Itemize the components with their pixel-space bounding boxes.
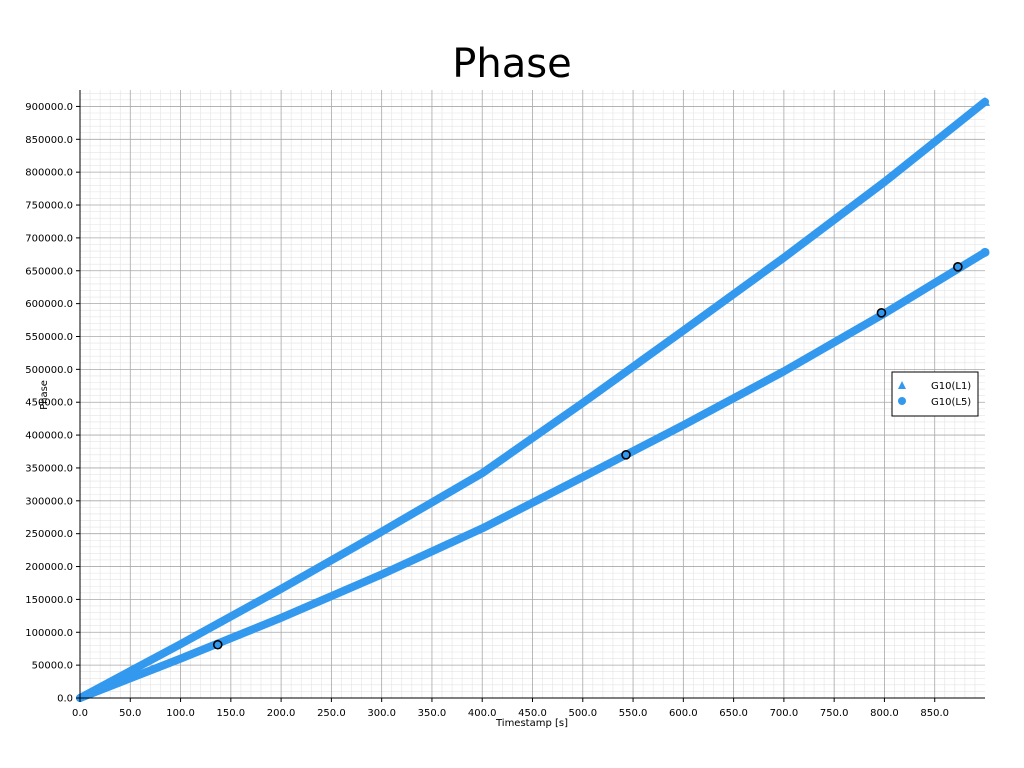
- x-tick-label: 750.0: [820, 708, 849, 719]
- series-2-line: [76, 248, 989, 702]
- y-tick-label: 900000.0: [25, 102, 73, 113]
- x-tick-label: 550.0: [619, 708, 648, 719]
- x-tick-label: 700.0: [770, 708, 799, 719]
- series-1-point: [980, 96, 990, 106]
- y-tick-label: 250000.0: [25, 529, 73, 540]
- y-tick-label: 600000.0: [25, 299, 73, 310]
- y-tick-label: 700000.0: [25, 233, 73, 244]
- y-tick-label: 500000.0: [25, 365, 73, 376]
- legend: G10(L1) G10(L5): [891, 371, 979, 417]
- x-tick-label: 150.0: [217, 708, 246, 719]
- annotation-ring-marker: [621, 449, 631, 460]
- legend-label-l5: G10(L5): [931, 397, 971, 408]
- x-tick-label: 650.0: [719, 708, 748, 719]
- x-tick-label: 100.0: [166, 708, 195, 719]
- y-tick-label: 550000.0: [25, 332, 73, 343]
- x-axis-ticks: 0.0 50.0 100.0 150.0 200.0 250.0 300.0 350.0 400…: [72, 698, 949, 719]
- major-grid: [79, 90, 985, 699]
- x-tick-label: 800.0: [870, 708, 899, 719]
- annotation-ring-marker: [953, 262, 963, 272]
- y-tick-label: 800000.0: [25, 168, 73, 179]
- x-tick-label: 600.0: [669, 708, 698, 719]
- y-axis-ticks: 0.0 50000.0 100000.0 150000.0 200000.0 250000…: [25, 102, 80, 705]
- y-tick-label: 350000.0: [25, 463, 73, 474]
- legend-box: [891, 371, 979, 417]
- y-tick-label: 150000.0: [25, 595, 73, 606]
- x-tick-label: 200.0: [267, 708, 296, 719]
- legend-label-l1: G10(L1): [931, 381, 971, 392]
- annotation-ring-marker: [876, 308, 887, 318]
- x-tick-label: 50.0: [119, 708, 141, 719]
- y-tick-label: 750000.0: [25, 201, 73, 212]
- x-tick-label: 300.0: [367, 708, 396, 719]
- x-tick-label: 400.0: [468, 708, 497, 719]
- y-tick-label: 300000.0: [25, 496, 73, 507]
- y-tick-label: 650000.0: [25, 266, 73, 277]
- annotation-ring-marker: [212, 639, 223, 650]
- x-axis-label: Timestamp [s]: [495, 718, 568, 729]
- series-2-point: [980, 247, 990, 257]
- y-tick-label: 850000.0: [25, 135, 73, 146]
- annotation-layer: [212, 262, 963, 650]
- series-layer: [76, 96, 990, 702]
- y-tick-label: 0.0: [57, 694, 73, 705]
- y-axis-label: Phase: [39, 380, 50, 410]
- y-tick-label: 200000.0: [25, 562, 73, 573]
- legend-triangle-marker: [898, 381, 906, 389]
- chart-title: Phase: [452, 41, 571, 87]
- x-tick-label: 250.0: [317, 708, 346, 719]
- y-tick-label: 50000.0: [32, 661, 73, 672]
- x-tick-label: 350.0: [418, 708, 447, 719]
- x-tick-label: 450.0: [518, 708, 547, 719]
- x-tick-label: 500.0: [568, 708, 597, 719]
- y-tick-label: 100000.0: [25, 628, 73, 639]
- series-1-line: [76, 97, 989, 702]
- x-tick-label: 850.0: [920, 708, 949, 719]
- legend-circle-marker: [898, 397, 906, 405]
- y-tick-label: 400000.0: [25, 431, 73, 442]
- x-tick-label: 0.0: [72, 708, 88, 719]
- y-tick-label: 450000.0: [25, 398, 73, 409]
